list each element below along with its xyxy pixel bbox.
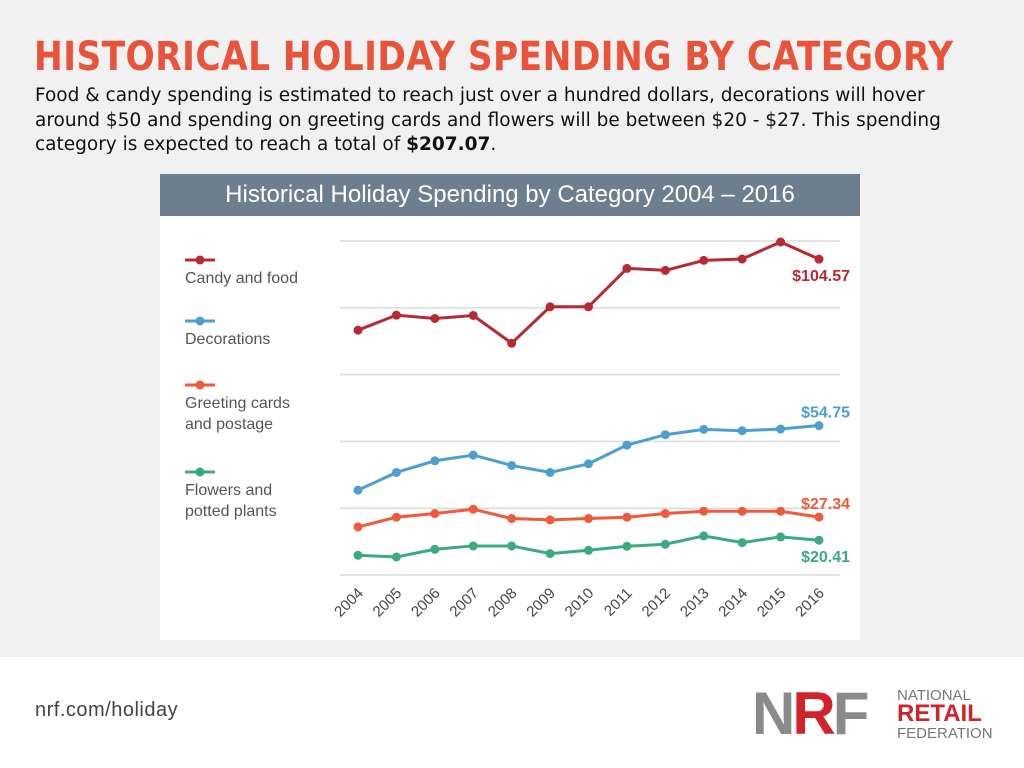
data-point [391,512,401,522]
x-tick-label: 2011 [601,585,636,620]
description: Food & candy spending is estimated to re… [35,84,995,158]
data-point [545,467,555,477]
x-tick-label: 2008 [485,585,521,621]
end-value-label: $27.34 [801,496,850,513]
x-tick-label: 2015 [754,585,790,621]
x-tick-label: 2013 [677,585,713,621]
data-point [584,514,593,524]
legend-label: and postage [185,416,273,433]
legend-label: potted plants [185,503,277,520]
data-point [660,509,670,519]
data-point [353,522,363,532]
end-value-label: $54.75 [801,405,850,422]
data-point [699,531,709,541]
series-line [357,240,820,346]
data-point [814,512,824,522]
legend-marker [195,255,205,265]
data-point [430,313,440,323]
chart-title: Historical Holiday Spending by Category … [160,174,860,216]
x-tick-label: 2006 [408,585,444,621]
series-line [357,424,820,492]
data-point [507,541,517,551]
data-point [699,255,709,265]
data-point [468,541,478,551]
data-point [391,552,401,562]
data-point [776,506,786,516]
data-point [545,515,555,525]
x-tick-label: 2007 [446,585,482,621]
data-point [737,538,747,548]
data-point [660,539,670,549]
legend-marker [195,467,205,477]
nrf-logo-line3: FEDERATION [897,725,993,742]
data-point [468,310,478,320]
data-point [814,254,824,264]
data-point [584,302,593,312]
data-point [468,450,478,460]
data-point [622,263,632,273]
footer-url[interactable]: nrf.com/holiday [35,699,179,721]
data-point [391,467,401,477]
data-point [584,545,593,555]
data-point [430,544,440,554]
data-point [622,541,632,551]
description-text: Food & candy spending is estimated to re… [35,85,941,155]
end-value-label: $20.41 [801,549,850,566]
data-point [737,426,747,436]
x-tick-label: 2012 [639,585,675,621]
data-point [776,424,786,434]
nrf-logo-line1: NATIONAL [897,687,971,704]
description-total: $207.07 [406,134,491,155]
data-point [353,325,363,335]
nrf-logo-mark: NRF [752,680,869,747]
data-point [507,460,517,470]
nrf-logo-line2: RETAIL [897,700,982,727]
data-point [699,424,709,434]
legend-label: Greeting cards [185,395,290,412]
legend-marker [195,316,205,326]
legend-label: Decorations [185,331,270,348]
data-point [507,338,517,348]
legend-label: Candy and food [185,270,298,287]
data-point [353,550,363,560]
data-point [737,254,747,264]
x-tick-label: 2009 [523,585,559,621]
data-point [353,485,363,495]
data-point [814,421,824,431]
data-point [776,532,786,542]
chart-card: Historical Holiday Spending by Category … [160,174,860,640]
x-tick-label: 2004 [331,585,367,621]
data-point [391,310,401,320]
legend-marker [195,380,205,390]
legend-label: Flowers and [185,482,272,499]
x-tick-label: 2010 [562,585,598,621]
line-chart: 2004 2005 2006 2007 2008 2009 2010 2011 2012 2013… [185,237,850,621]
data-point [776,237,786,247]
data-point [507,514,517,524]
data-point [430,509,440,519]
data-point [622,440,632,450]
x-tick-label: 2014 [715,585,751,621]
data-point [737,506,747,516]
data-point [584,459,593,469]
x-tick-label: 2016 [792,585,828,621]
data-point [622,512,632,522]
description-end: . [490,134,497,155]
data-point [545,549,555,559]
end-value-label: $104.57 [792,268,850,285]
data-point [814,535,824,545]
nrf-logo: NRF NATIONAL RETAIL FEDERATION [752,680,1002,747]
data-point [660,265,670,275]
data-point [660,430,670,440]
page-title: HISTORICAL HOLIDAY SPENDING BY CATEGORY [34,34,954,80]
data-point [699,506,709,516]
data-point [430,456,440,466]
data-point [545,302,555,312]
data-point [468,504,478,514]
x-tick-label: 2005 [370,585,406,621]
footer: nrf.com/holiday NRF NATIONAL RETAIL FEDE… [0,657,1024,768]
